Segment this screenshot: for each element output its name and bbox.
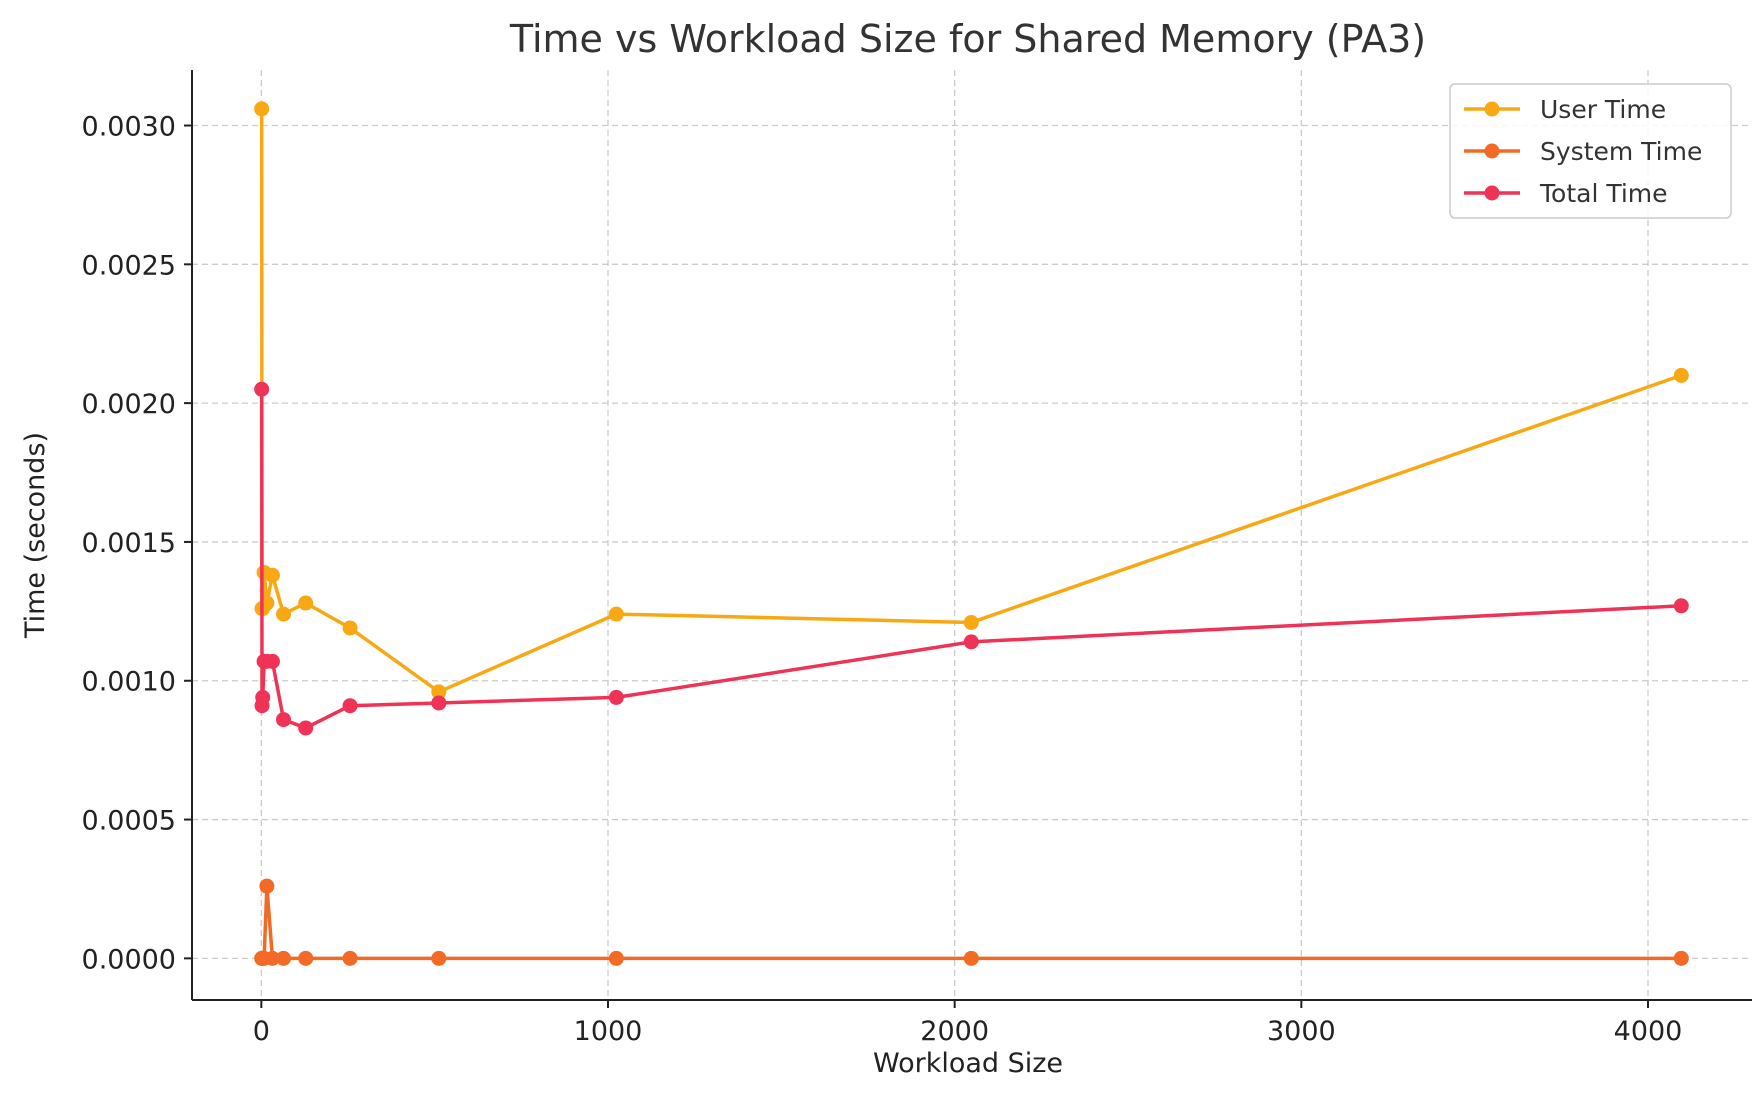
data-point [963,614,979,630]
y-tick-label: 0.0010 [82,667,176,698]
data-point [608,689,624,705]
data-point [298,950,314,966]
legend-swatch-marker [1484,143,1500,159]
data-point [431,950,447,966]
legend-box [1449,83,1732,219]
x-tick-label: 0 [253,1016,270,1047]
data-point [608,606,624,622]
data-point [264,653,280,669]
data-point [431,695,447,711]
series-total-time [254,381,1689,736]
legend-swatch-marker [1484,101,1500,117]
x-tick-label: 2000 [920,1016,989,1047]
data-point [264,567,280,583]
series-line [260,884,1682,961]
data-point [276,712,292,728]
legend-swatch-marker [1484,185,1500,201]
data-point [963,634,979,650]
data-point [276,950,292,966]
axes [191,70,1752,1001]
legend-label: Total Time [1539,179,1668,208]
data-point [1673,950,1689,966]
legend-item: User Time [1464,95,1666,124]
legend-item: Total Time [1464,179,1668,208]
x-axis-label: Workload Size [873,1048,1063,1079]
data-point [259,878,275,894]
data-point [276,606,292,622]
y-tick-label: 0.0015 [82,528,176,559]
y-axis-ticks: 0.0000 0.0005 0.0010 0.0015 0.0020 0.0025 0.00… [82,112,192,975]
y-tick-label: 0.0000 [82,944,176,975]
legend-label: System Time [1540,137,1702,166]
y-tick-label: 0.0025 [82,250,176,281]
y-axis-label: Time (seconds) [20,432,51,639]
data-point [1673,367,1689,383]
data-point [342,620,358,636]
data-point [431,684,447,700]
data-point [342,950,358,966]
y-tick-label: 0.0020 [82,389,176,420]
series-system-time [254,878,1689,966]
data-point [255,689,271,705]
y-tick-label: 0.0005 [82,806,176,837]
x-tick-label: 4000 [1614,1016,1683,1047]
data-point [608,950,624,966]
x-tick-label: 3000 [1267,1016,1336,1047]
y-tick-label: 0.0030 [82,112,176,143]
data-point [254,101,270,117]
legend: User Time System Time Total Time [1449,83,1732,219]
legend-label: User Time [1540,95,1666,124]
series-group [254,101,1689,966]
data-point [342,698,358,714]
data-point [298,595,314,611]
data-point [254,381,270,397]
x-tick-label: 1000 [574,1016,643,1047]
chart-title: Time vs Workload Size for Shared Memory … [509,17,1426,61]
legend-item: System Time [1464,137,1702,166]
data-point [963,950,979,966]
data-point [264,950,280,966]
data-point [298,720,314,736]
x-axis-ticks: 0 1000 2000 3000 4000 [253,1000,1683,1047]
data-point [1673,598,1689,614]
